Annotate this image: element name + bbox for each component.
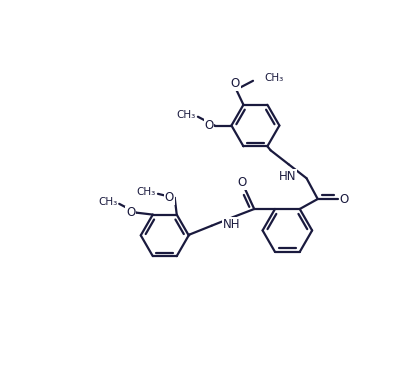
Text: O: O bbox=[165, 191, 174, 204]
Text: NH: NH bbox=[223, 218, 240, 231]
Text: CH₃: CH₃ bbox=[264, 74, 284, 84]
Text: CH₃: CH₃ bbox=[177, 110, 196, 120]
Text: CH₃: CH₃ bbox=[98, 197, 117, 207]
Text: CH₃: CH₃ bbox=[137, 187, 156, 197]
Text: O: O bbox=[238, 176, 247, 189]
Text: HN: HN bbox=[279, 170, 297, 183]
Text: O: O bbox=[126, 206, 135, 219]
Text: O: O bbox=[231, 77, 240, 90]
Text: O: O bbox=[205, 119, 214, 132]
Text: O: O bbox=[340, 192, 349, 206]
